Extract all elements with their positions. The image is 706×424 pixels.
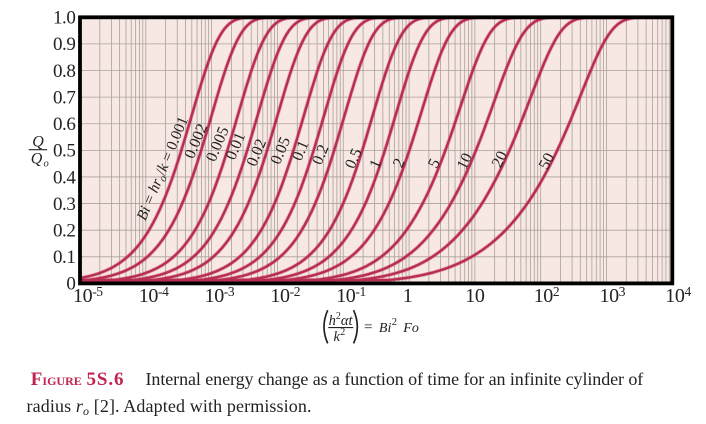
svg-text:10-3: 10-3 [205,284,235,307]
svg-text:k: k [334,329,341,345]
svg-text:2: 2 [392,317,397,328]
svg-text:10-1: 10-1 [336,284,366,307]
svg-text:0.1: 0.1 [53,247,76,268]
svg-text:103: 103 [600,284,626,307]
svg-text:0.3: 0.3 [53,194,76,215]
svg-text:10: 10 [465,285,485,307]
svg-text:0.1: 0.1 [289,138,312,163]
svg-text:Bi: Bi [379,321,392,336]
svg-text:10-5: 10-5 [73,284,103,307]
svg-text:0.5: 0.5 [342,146,366,171]
svg-text:0.7: 0.7 [53,87,76,108]
svg-text:Fo: Fo [402,321,419,336]
svg-text:=: = [364,319,372,335]
svg-text:0.6: 0.6 [53,114,76,135]
svg-text:o: o [44,159,49,170]
svg-text:Q: Q [32,134,44,151]
svg-text:FIGURE 5S.6: FIGURE 5S.6 [31,369,125,390]
svg-text:Internal energy change as a fu: Internal energy change as a function of … [146,369,644,389]
svg-text:50: 50 [536,150,559,172]
svg-text:102: 102 [534,284,560,307]
svg-text:0.5: 0.5 [53,141,76,162]
svg-text:0.2: 0.2 [53,221,76,242]
svg-text:10: 10 [454,150,476,172]
svg-text:h2αt: h2αt [329,311,354,329]
svg-text:1: 1 [403,285,413,307]
svg-text:0.8: 0.8 [53,61,76,82]
svg-text:0: 0 [66,274,75,295]
svg-text:2: 2 [340,327,345,338]
svg-text:10-2: 10-2 [270,284,300,307]
svg-text:Q: Q [31,151,43,168]
svg-text:radius ro [2]. Adapted with pe: radius ro [2]. Adapted with permission. [27,396,312,418]
svg-text:10-4: 10-4 [139,284,169,307]
svg-text:1.0: 1.0 [53,8,76,29]
svg-text:0.4: 0.4 [53,167,76,188]
svg-text:104: 104 [665,284,691,307]
svg-text:0.2: 0.2 [309,142,332,167]
svg-text:20: 20 [489,148,511,170]
svg-text:0.9: 0.9 [53,34,76,55]
